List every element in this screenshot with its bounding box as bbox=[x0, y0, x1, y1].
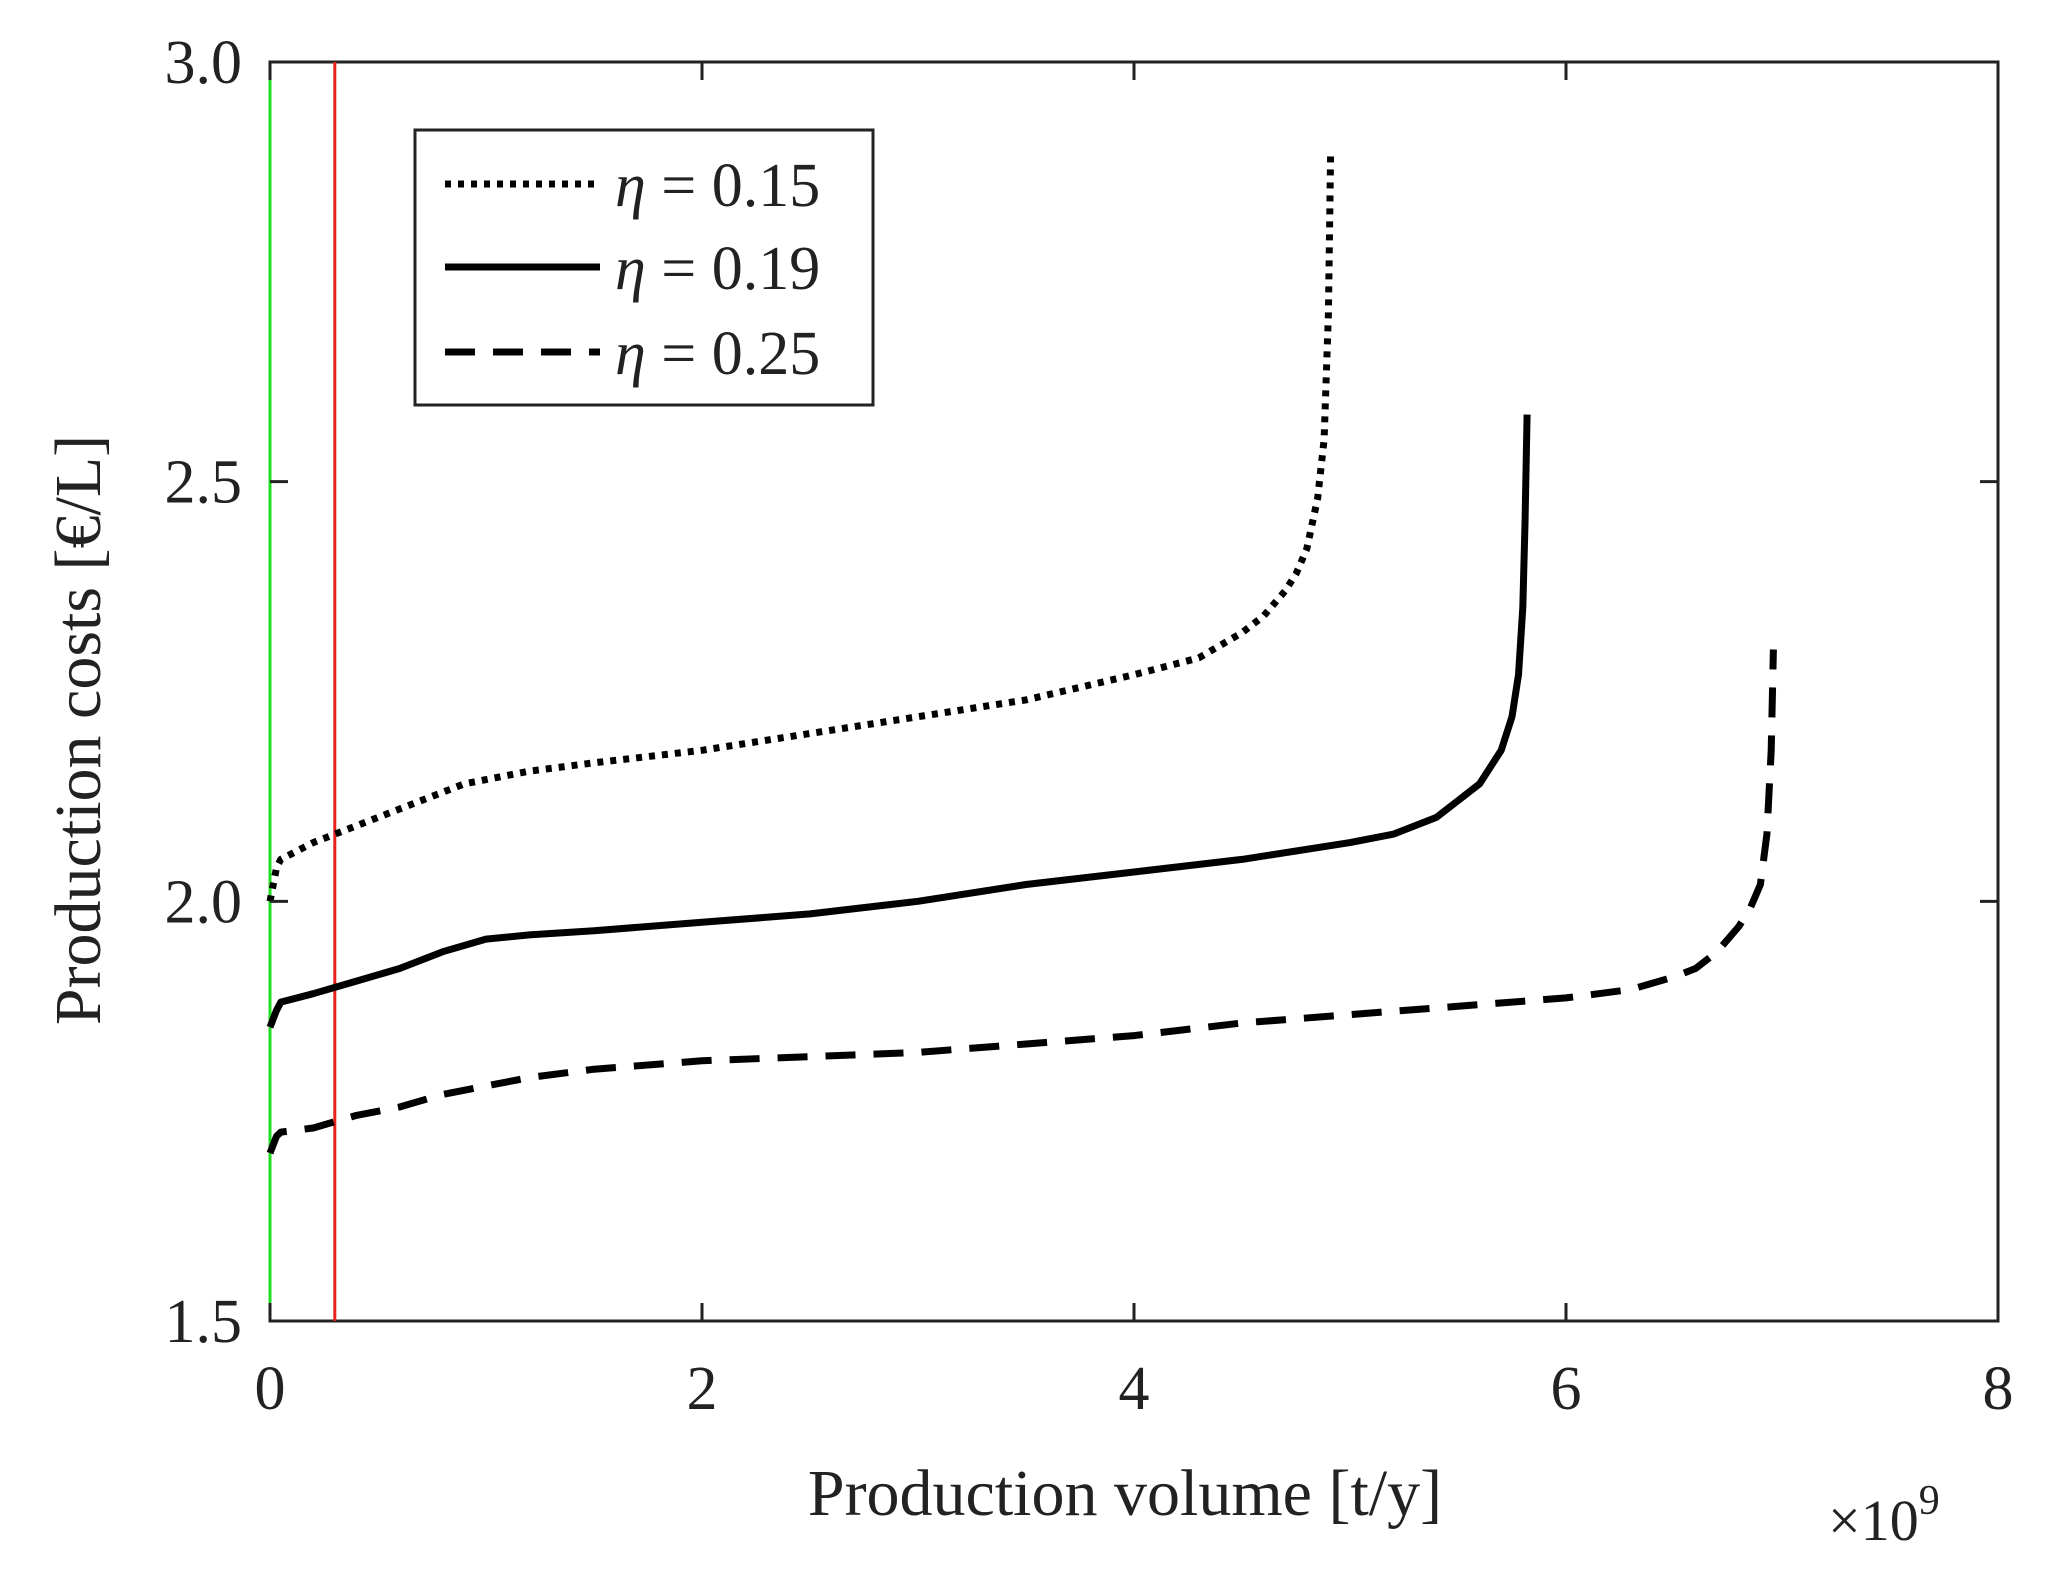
legend-eta-symbol: η bbox=[615, 235, 646, 303]
series-line-solid bbox=[266, 414, 1531, 1029]
y-tick-label: 2.0 bbox=[165, 868, 243, 936]
legend-entry-eta-025: η = 0.25 bbox=[615, 320, 820, 388]
x-tick-label: 2 bbox=[687, 1355, 718, 1423]
x-axis-multiplier: ×109 bbox=[1828, 1478, 1940, 1553]
x-axis-label: Production volume [t/y] bbox=[808, 1457, 1442, 1530]
legend-eta-value: = 0.19 bbox=[646, 235, 820, 303]
axis-tick-labels: 0 2 4 6 8 1.5 2.0 2.5 3.0 bbox=[165, 29, 2014, 1423]
x-tick-label: 0 bbox=[255, 1355, 286, 1423]
y-tick-label: 3.0 bbox=[165, 29, 243, 97]
axis-ticks bbox=[268, 60, 2000, 1323]
legend-eta-value: = 0.25 bbox=[646, 320, 820, 388]
legend-entry-eta-015: η = 0.15 bbox=[615, 152, 820, 220]
x-axis-multiplier-exponent: 9 bbox=[1919, 1478, 1940, 1524]
legend-eta-symbol: η bbox=[615, 320, 646, 388]
series-line-dashed bbox=[266, 649, 1777, 1155]
legend-eta-symbol: η bbox=[615, 152, 646, 220]
x-axis-multiplier-base: ×10 bbox=[1828, 1488, 1919, 1553]
x-tick-label: 6 bbox=[1551, 1355, 1582, 1423]
legend-entry-eta-019: η = 0.19 bbox=[615, 235, 820, 303]
y-tick-label: 1.5 bbox=[165, 1288, 243, 1356]
y-tick-label: 2.5 bbox=[165, 449, 243, 517]
x-tick-label: 4 bbox=[1119, 1355, 1150, 1423]
legend: η = 0.15 η = 0.19 η = 0.25 bbox=[413, 128, 875, 407]
x-tick-label: 8 bbox=[1983, 1355, 2014, 1423]
y-axis-label: Production costs [€/L] bbox=[42, 435, 115, 1025]
series-line-dotted bbox=[266, 154, 1335, 902]
legend-eta-value: = 0.15 bbox=[646, 152, 820, 220]
